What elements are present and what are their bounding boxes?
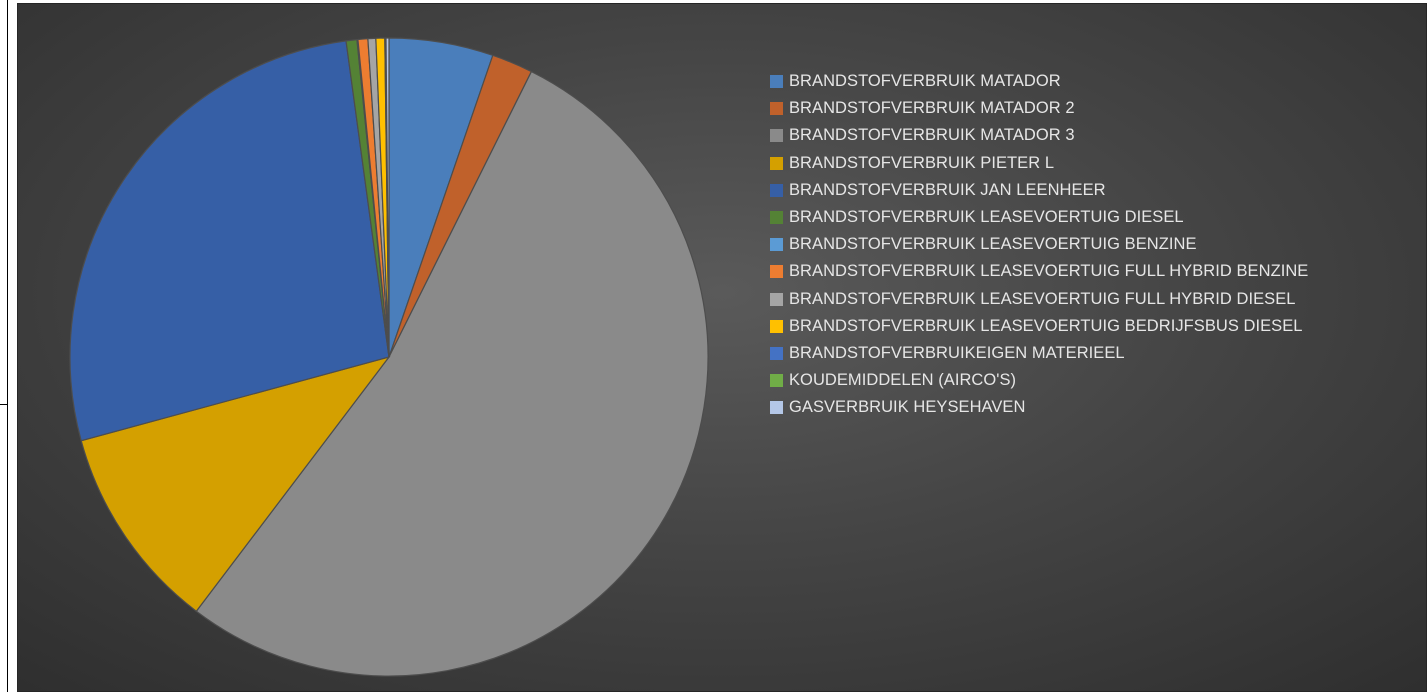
legend-item[interactable]: BRANDSTOFVERBRUIK PIETER L — [770, 150, 1308, 177]
legend-swatch — [770, 401, 783, 415]
legend-swatch — [770, 319, 783, 333]
legend-swatch — [770, 102, 783, 116]
legend-swatch — [770, 238, 783, 252]
legend-swatch — [770, 346, 783, 360]
legend-item[interactable]: BRANDSTOFVERBRUIK MATADOR 3 — [770, 122, 1308, 149]
legend-item[interactable]: BRANDSTOFVERBRUIK MATADOR 2 — [770, 95, 1308, 122]
pie-slice-12[interactable] — [385, 37, 390, 358]
legend-swatch — [770, 183, 783, 197]
legend-swatch — [770, 75, 783, 89]
legend-label: BRANDSTOFVERBRUIK LEASEVOERTUIG FULL HYB… — [789, 289, 1296, 308]
legend-item[interactable]: BRANDSTOFVERBRUIK LEASEVOERTUIG BENZINE — [770, 231, 1308, 258]
legend-label: BRANDSTOFVERBRUIK MATADOR 3 — [789, 126, 1075, 145]
legend-item[interactable]: BRANDSTOFVERBRUIKEIGEN MATERIEEL — [770, 340, 1308, 367]
legend-label: BRANDSTOFVERBRUIKEIGEN MATERIEEL — [789, 343, 1125, 362]
legend-label: BRANDSTOFVERBRUIK MATADOR 2 — [789, 99, 1075, 118]
legend-item[interactable]: GASVERBRUIK HEYSEHAVEN — [770, 394, 1308, 421]
legend-swatch — [770, 292, 783, 306]
legend-label: BRANDSTOFVERBRUIK LEASEVOERTUIG BEDRIJFS… — [789, 316, 1303, 335]
legend-item[interactable]: BRANDSTOFVERBRUIK LEASEVOERTUIG BEDRIJFS… — [770, 313, 1308, 340]
legend-swatch — [770, 156, 783, 170]
pie-slice-3[interactable] — [80, 355, 391, 613]
legend-label: KOUDEMIDDELEN (AIRCO'S) — [789, 371, 1017, 390]
legend-item[interactable]: BRANDSTOFVERBRUIK LEASEVOERTUIG DIESEL — [770, 204, 1308, 231]
pie-chart — [69, 37, 709, 677]
legend-swatch — [770, 211, 783, 225]
legend-item[interactable]: KOUDEMIDDELEN (AIRCO'S) — [770, 367, 1308, 394]
legend-swatch — [770, 374, 783, 388]
legend-item[interactable]: BRANDSTOFVERBRUIK LEASEVOERTUIG FULL HYB… — [770, 258, 1308, 285]
legend-label: GASVERBRUIK HEYSEHAVEN — [789, 398, 1026, 417]
pie-slice-4[interactable] — [69, 40, 390, 442]
legend-label: BRANDSTOFVERBRUIK JAN LEENHEER — [789, 180, 1106, 199]
legend-label: BRANDSTOFVERBRUIK LEASEVOERTUIG FULL HYB… — [789, 262, 1309, 281]
legend-item[interactable]: BRANDSTOFVERBRUIK JAN LEENHEER — [770, 177, 1308, 204]
chart-area[interactable]: BRANDSTOFVERBRUIK MATADOR BRANDSTOFVERBRU… — [17, 3, 1427, 692]
table-border-tick — [0, 404, 8, 405]
pie-slice-2[interactable] — [195, 70, 709, 677]
legend-swatch — [770, 265, 783, 279]
legend-item[interactable]: BRANDSTOFVERBRUIK MATADOR — [770, 68, 1308, 95]
legend-label: BRANDSTOFVERBRUIK PIETER L — [789, 153, 1055, 172]
chart-legend: BRANDSTOFVERBRUIK MATADOR BRANDSTOFVERBRU… — [770, 68, 1308, 421]
table-border-line — [7, 0, 8, 692]
legend-label: BRANDSTOFVERBRUIK MATADOR — [789, 72, 1061, 91]
legend-label: BRANDSTOFVERBRUIK LEASEVOERTUIG BENZINE — [789, 235, 1197, 254]
legend-swatch — [770, 129, 783, 143]
legend-item[interactable]: BRANDSTOFVERBRUIK LEASEVOERTUIG FULL HYB… — [770, 286, 1308, 313]
legend-label: BRANDSTOFVERBRUIK LEASEVOERTUIG DIESEL — [789, 208, 1184, 227]
